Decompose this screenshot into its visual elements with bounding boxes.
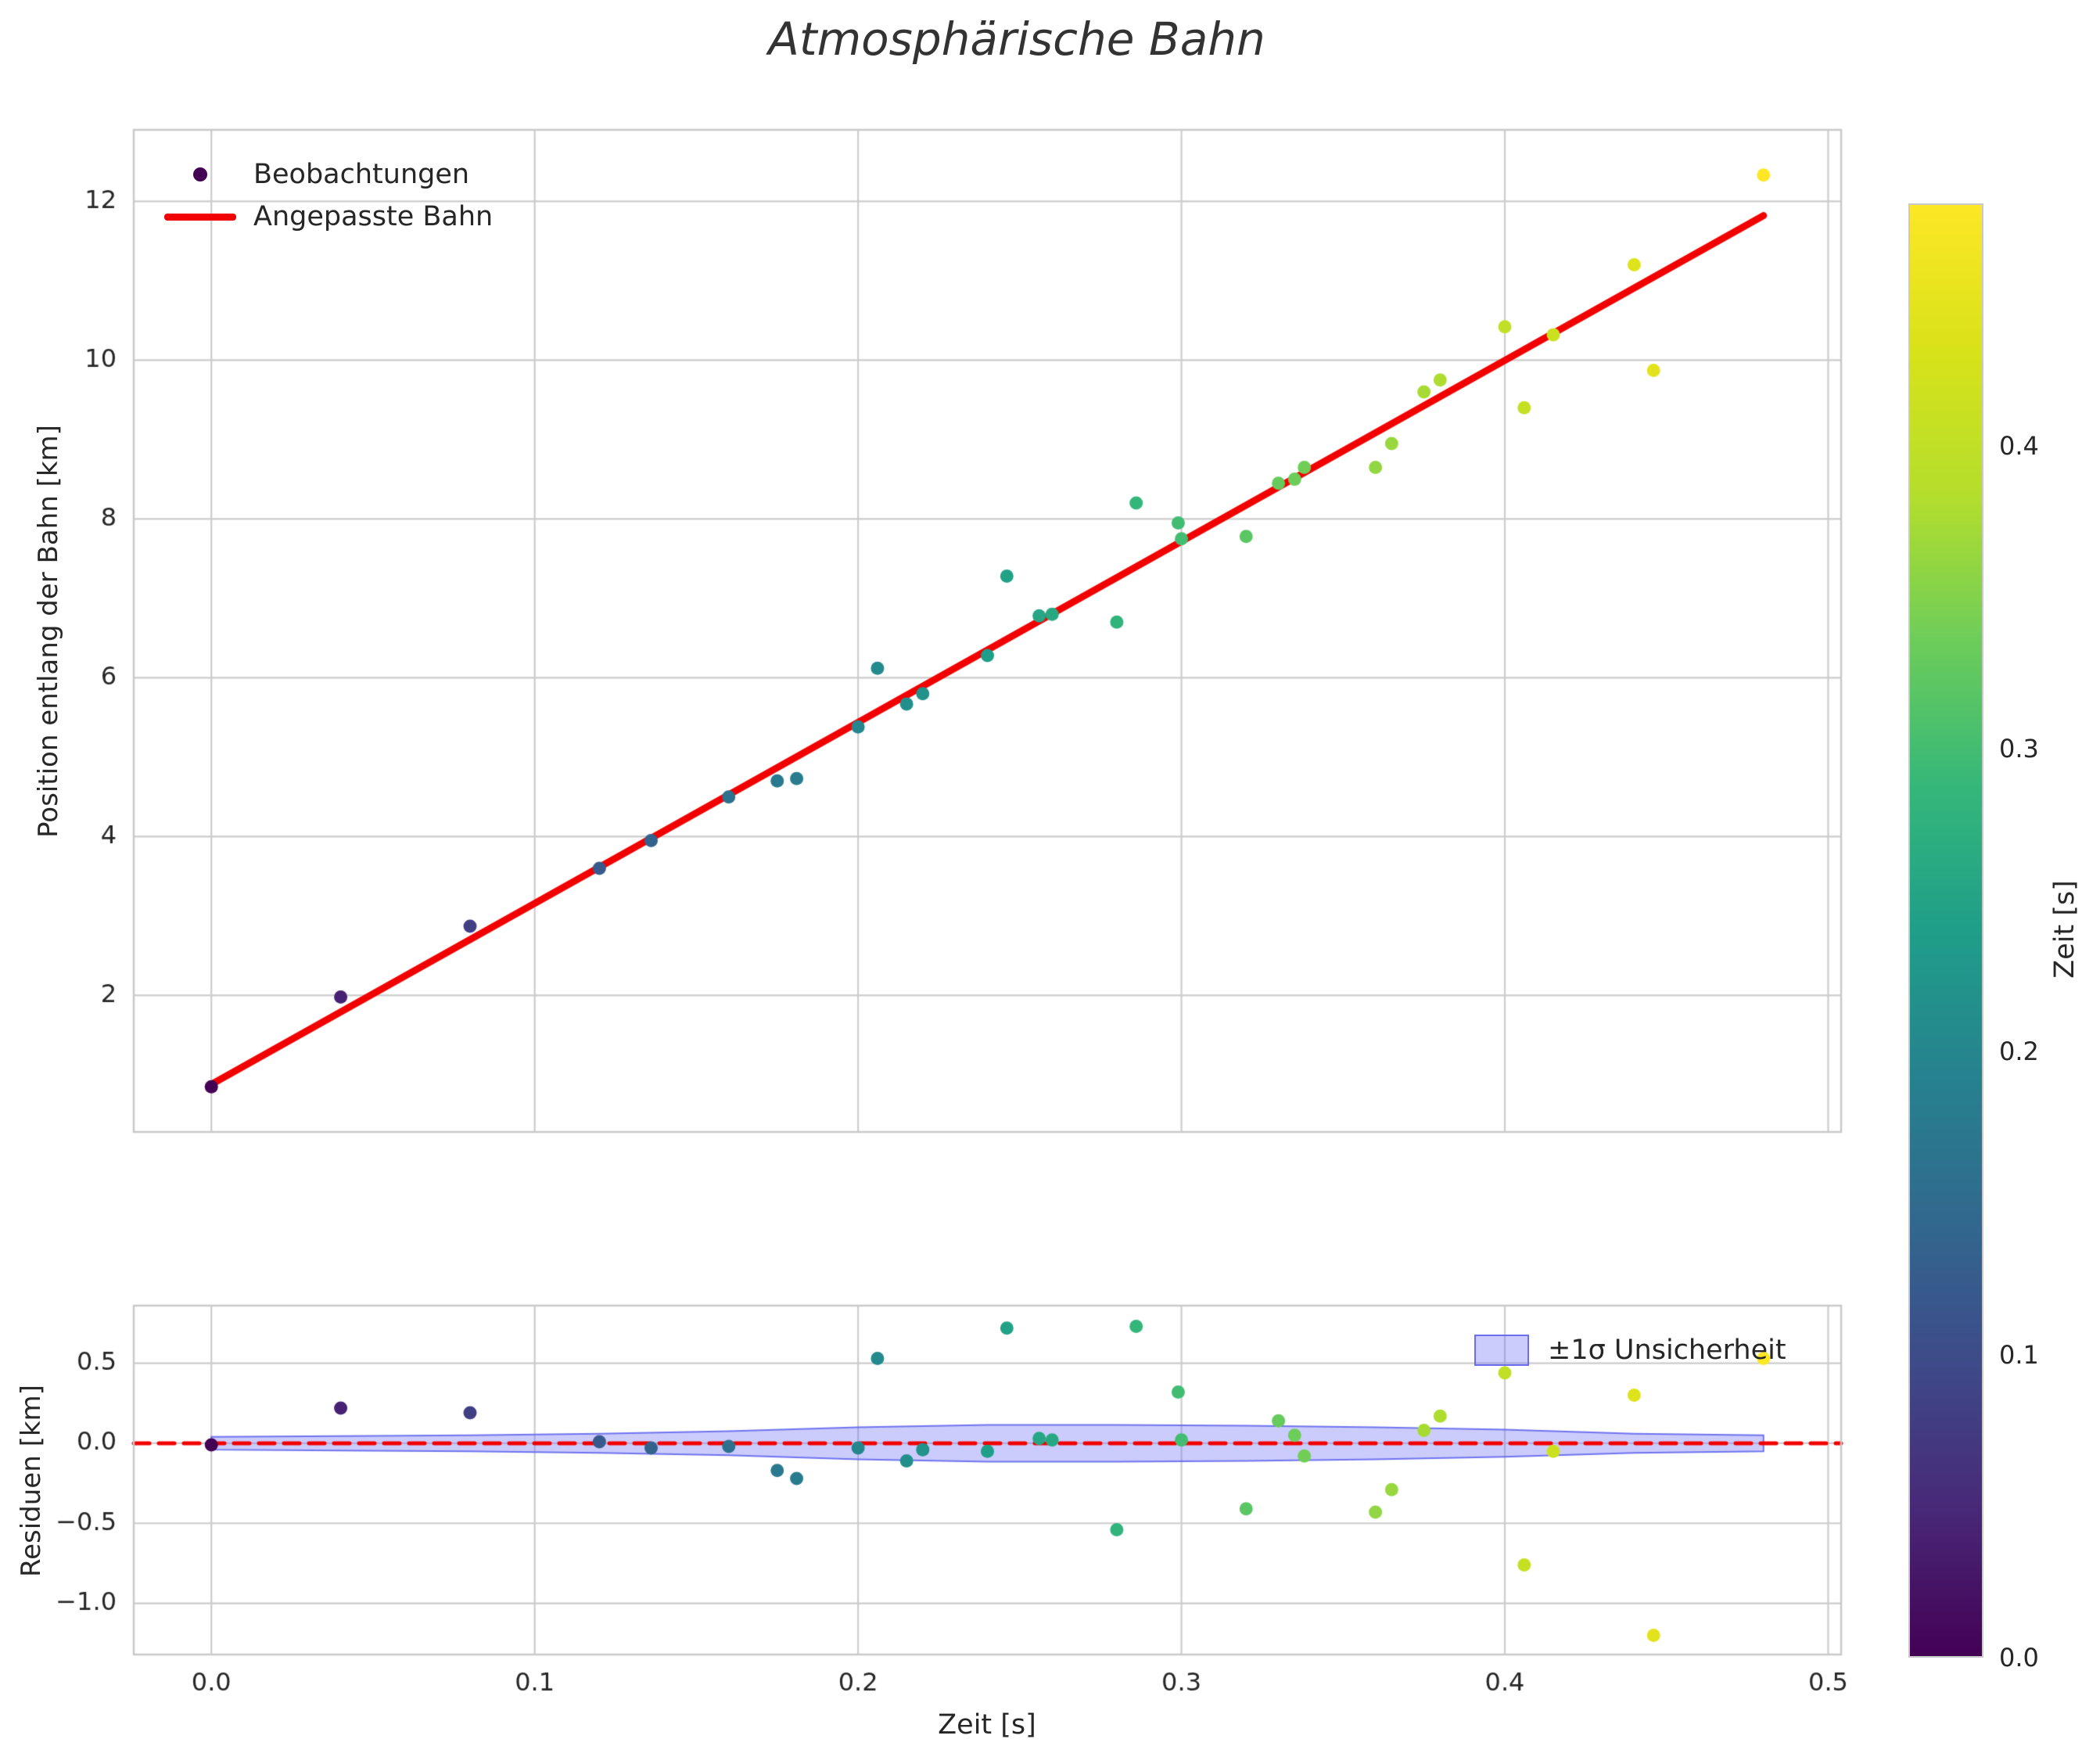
fit-line-icon [164, 213, 236, 221]
legend-uncertainty-label: ±1σ Unsicherheit [1548, 1335, 1786, 1366]
uncertainty-band-icon [1474, 1335, 1529, 1366]
main-y-axis-label: Position entlang der Bahn [km] [33, 425, 64, 838]
colorbar-tick-label: 0.4 [1999, 430, 2039, 461]
chart-title: Atmosphärische Bahn [768, 13, 1265, 66]
legend-fit-label: Angepasste Bahn [253, 201, 494, 232]
colorbar-tick-label: 0.0 [1999, 1643, 2039, 1673]
residual-legend: ±1σ Unsicherheit [1474, 1335, 1786, 1366]
main-legend: Beobachtungen Angepasste Bahn [164, 153, 493, 238]
colorbar-gradient [1908, 203, 1983, 1658]
legend-item-observations: Beobachtungen [164, 153, 493, 196]
legend-item-fit: Angepasste Bahn [164, 196, 493, 238]
legend-observations-label: Beobachtungen [253, 159, 470, 190]
residual-y-axis-label: Residuen [km] [16, 1385, 47, 1577]
colorbar-tick-label: 0.1 [1999, 1339, 2039, 1370]
colorbar-tick-label: 0.2 [1999, 1037, 2039, 1067]
colorbar-tick-label: 0.3 [1999, 734, 2039, 764]
x-axis-label: Zeit [s] [938, 1709, 1036, 1741]
scatter-marker-icon [193, 167, 207, 181]
colorbar-label: Zeit [s] [2049, 880, 2080, 979]
